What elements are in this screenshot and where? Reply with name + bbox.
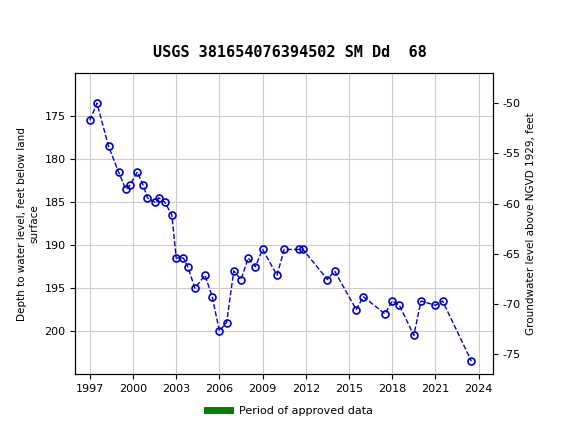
Text: USGS 381654076394502 SM Dd  68: USGS 381654076394502 SM Dd 68 — [153, 45, 427, 60]
Legend: Period of approved data: Period of approved data — [203, 401, 377, 420]
Text: ▒USGS: ▒USGS — [12, 15, 70, 37]
Y-axis label: Groundwater level above NGVD 1929, feet: Groundwater level above NGVD 1929, feet — [527, 112, 536, 335]
Y-axis label: Depth to water level, feet below land
surface: Depth to water level, feet below land su… — [17, 127, 39, 320]
